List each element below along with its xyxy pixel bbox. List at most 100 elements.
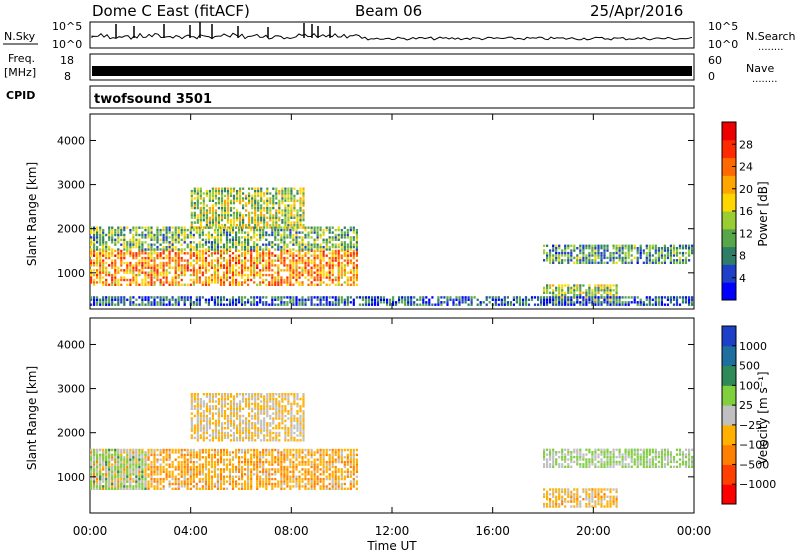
cell (260, 226, 263, 229)
cell (202, 209, 205, 212)
cell (307, 233, 310, 237)
cell (241, 248, 244, 251)
cell (216, 264, 219, 267)
cell (352, 245, 355, 249)
cell (138, 248, 141, 251)
cell (265, 487, 268, 490)
cell (666, 247, 669, 250)
cell (322, 463, 325, 466)
cell (241, 259, 244, 262)
cell (286, 301, 289, 304)
cell (660, 261, 663, 264)
colorbar-swatch (722, 264, 736, 283)
cell (135, 298, 138, 301)
cell (120, 470, 123, 473)
cell (259, 259, 262, 262)
cell (506, 301, 509, 304)
cell (90, 458, 93, 461)
cell (244, 303, 247, 306)
cell (211, 223, 214, 227)
cell (196, 419, 199, 423)
cell (313, 460, 316, 464)
cell (263, 192, 266, 195)
cell (193, 202, 196, 205)
cell (346, 296, 349, 299)
cell (236, 223, 239, 227)
cell (195, 451, 198, 454)
cell (138, 458, 141, 461)
cell (292, 259, 295, 262)
cell (229, 439, 233, 442)
cell (216, 266, 219, 269)
cell (235, 482, 238, 486)
cell (331, 231, 334, 234)
cell (262, 249, 265, 253)
cell (570, 298, 573, 301)
cell (331, 473, 334, 476)
cell (260, 199, 263, 202)
cell (213, 301, 216, 304)
cell (250, 448, 253, 452)
cell (204, 243, 207, 246)
cell (226, 393, 230, 396)
cell (132, 266, 135, 269)
cell (269, 206, 272, 210)
cell (129, 477, 132, 481)
cell (241, 276, 244, 279)
cell (162, 264, 165, 267)
cell (231, 482, 235, 486)
cell (105, 273, 108, 277)
cell (597, 289, 600, 292)
cell (292, 271, 295, 274)
cell (241, 487, 244, 490)
cell (199, 226, 202, 229)
cell (678, 259, 682, 262)
cell (111, 301, 114, 304)
cell (144, 480, 147, 483)
cell (153, 458, 156, 461)
cell (609, 254, 612, 257)
cell (292, 243, 295, 246)
cell (96, 259, 99, 262)
cell (117, 228, 120, 232)
cell (123, 482, 126, 486)
cell (216, 468, 219, 471)
cell (211, 194, 214, 198)
cell (183, 271, 186, 274)
cell (147, 236, 150, 239)
cell (627, 256, 630, 260)
cell (168, 475, 171, 478)
cell (105, 233, 108, 237)
cell (307, 458, 310, 461)
cell (582, 303, 585, 306)
cell (292, 273, 295, 277)
cell (244, 296, 247, 299)
cell (171, 259, 174, 262)
cell (250, 485, 253, 488)
cell (183, 269, 186, 272)
cell (147, 453, 150, 457)
cell (111, 468, 114, 471)
cell (449, 296, 452, 299)
cell (443, 296, 446, 299)
cell (132, 276, 135, 279)
cell (263, 221, 266, 224)
cell (594, 289, 597, 292)
cell (223, 206, 227, 210)
cell (678, 256, 682, 260)
cell (253, 231, 256, 234)
cell (244, 301, 247, 304)
cell (340, 228, 343, 232)
cell (651, 303, 654, 306)
cell (648, 303, 651, 306)
cell (226, 204, 230, 207)
cell (199, 221, 202, 224)
cell (277, 460, 280, 464)
cell (259, 482, 262, 486)
cell (295, 266, 298, 269)
cell (192, 448, 195, 452)
cell (204, 269, 207, 272)
cell (147, 475, 150, 478)
cell (225, 465, 229, 469)
cell (213, 463, 216, 466)
